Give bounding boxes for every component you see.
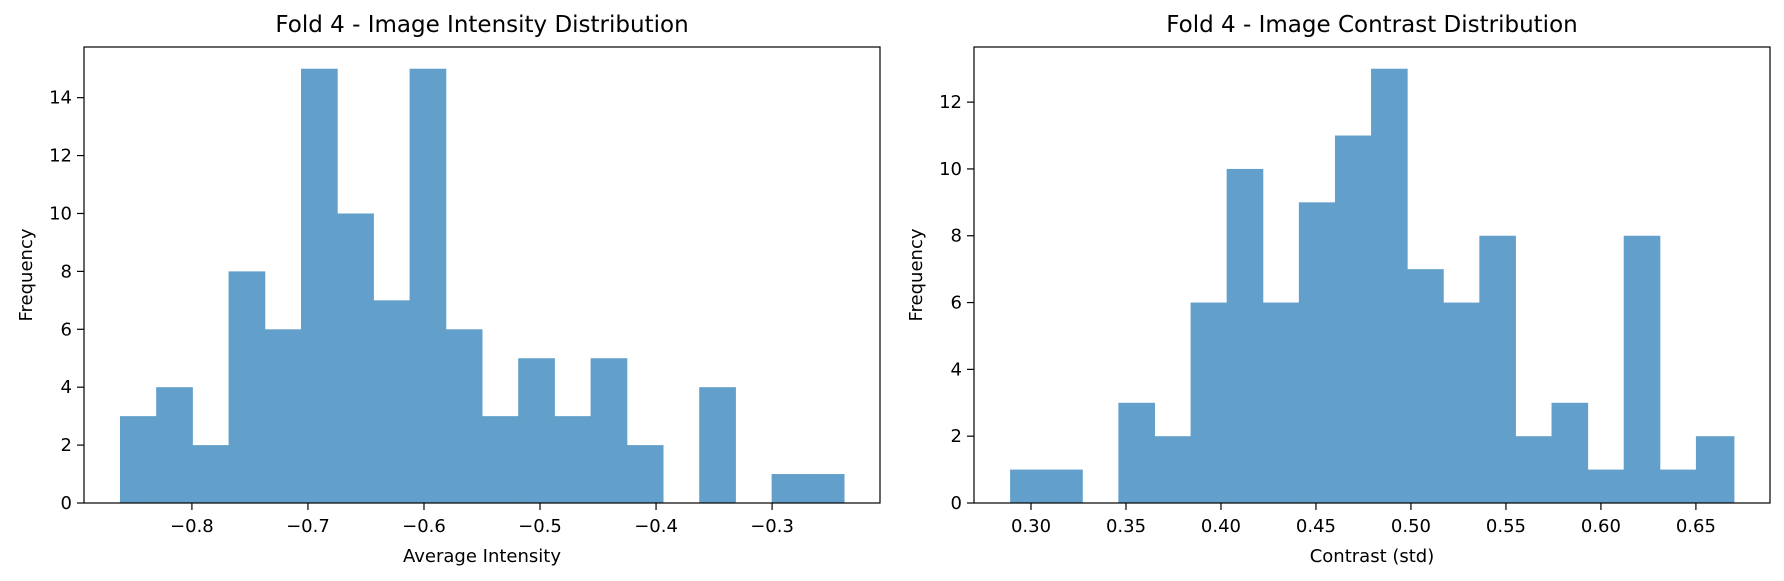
x-axis-ticks: 0.30 0.35 0.40 0.45 0.50 0.55 0.60 0.65 (1011, 503, 1716, 537)
histogram-bar (337, 213, 374, 504)
plot-frame (973, 46, 1771, 504)
histogram-bar (482, 416, 519, 503)
histogram-bar (626, 445, 664, 503)
y-tick-label: 10 (49, 203, 72, 224)
histogram-bar (1443, 302, 1480, 503)
x-tick-label: 0.30 (1011, 516, 1051, 537)
y-tick-label: 4 (61, 377, 72, 398)
y-tick-label: 4 (951, 359, 962, 380)
histogram-bar (590, 358, 628, 503)
y-tick-label: 12 (49, 146, 72, 167)
y-tick-label: 6 (951, 293, 962, 314)
bars (1010, 68, 1735, 504)
x-tick-label: 0.50 (1391, 516, 1431, 537)
x-tick-label: −0.4 (634, 516, 678, 537)
x-tick-label: −0.6 (402, 516, 446, 537)
x-tick-label: −0.3 (750, 516, 794, 537)
y-tick-label: 8 (61, 261, 72, 282)
histogram-bar (771, 474, 809, 503)
histogram-bar (119, 416, 157, 503)
histogram-bar (1407, 269, 1444, 503)
histogram-bar (192, 445, 230, 503)
x-tick-label: 0.60 (1581, 516, 1621, 537)
histogram-bar (1551, 402, 1589, 503)
histogram-bar (1659, 469, 1697, 503)
intensity-histogram: Fold 4 - Image Intensity Distribution −0… (16, 12, 881, 567)
histogram-bar (807, 474, 845, 503)
histogram-bar (409, 68, 447, 504)
plot-frame (83, 46, 881, 504)
x-tick-label: 0.55 (1486, 516, 1526, 537)
y-tick-label: 8 (951, 226, 962, 247)
histogram-bar (1587, 469, 1625, 503)
histogram-bar (554, 416, 592, 503)
x-tick-label: 0.45 (1296, 516, 1336, 537)
histogram-bar (1515, 436, 1553, 503)
histogram-bar (228, 271, 266, 503)
histogram-bar (445, 329, 483, 503)
histogram-bar (518, 358, 555, 503)
chart-title: Fold 4 - Image Contrast Distribution (1166, 12, 1577, 38)
histogram-bar (1118, 402, 1155, 503)
histogram-bar (373, 300, 411, 503)
y-axis-ticks: 0 2 4 6 8 10 12 14 (49, 88, 84, 514)
chart-title: Fold 4 - Image Intensity Distribution (275, 12, 688, 38)
x-tick-label: 0.35 (1106, 516, 1146, 537)
y-tick-label: 6 (61, 319, 72, 340)
y-axis-label: Frequency (16, 228, 37, 321)
y-tick-label: 12 (939, 92, 962, 113)
x-axis-label: Average Intensity (403, 546, 561, 567)
histogram-bar (1479, 235, 1516, 503)
histogram-bar (1226, 168, 1264, 503)
y-tick-label: 0 (61, 493, 72, 514)
x-tick-label: −0.8 (170, 516, 214, 537)
y-tick-label: 2 (951, 426, 962, 447)
histogram-bar (300, 68, 338, 504)
x-tick-label: −0.5 (518, 516, 562, 537)
histogram-bar (1046, 469, 1083, 503)
histogram-bar (1010, 469, 1047, 503)
x-tick-label: −0.7 (286, 516, 330, 537)
x-axis-ticks: −0.8 −0.7 −0.6 −0.5 −0.4 −0.3 (170, 503, 794, 537)
x-tick-label: 0.65 (1676, 516, 1716, 537)
bars (119, 68, 845, 504)
y-tick-label: 10 (939, 159, 962, 180)
histogram-bar (1262, 302, 1300, 503)
contrast-histogram: Fold 4 - Image Contrast Distribution 0.3… (906, 12, 1771, 567)
histogram-bar (1623, 235, 1661, 503)
histogram-bar (1298, 202, 1336, 503)
histogram-bar (156, 387, 193, 503)
histogram-bar (1371, 68, 1408, 504)
histogram-bar (1154, 436, 1192, 503)
y-tick-label: 0 (951, 493, 962, 514)
y-tick-label: 2 (61, 435, 72, 456)
x-axis-label: Contrast (std) (1310, 546, 1435, 567)
histogram-bar (699, 387, 736, 503)
histogram-bar (1695, 436, 1735, 503)
y-axis-label: Frequency (906, 228, 927, 321)
y-tick-label: 14 (49, 88, 72, 109)
y-axis-ticks: 0 2 4 6 8 10 12 (939, 92, 974, 514)
histogram-bar (1190, 302, 1228, 503)
histogram-bar (1334, 135, 1372, 503)
histogram-bar (264, 329, 302, 503)
x-tick-label: 0.40 (1201, 516, 1241, 537)
